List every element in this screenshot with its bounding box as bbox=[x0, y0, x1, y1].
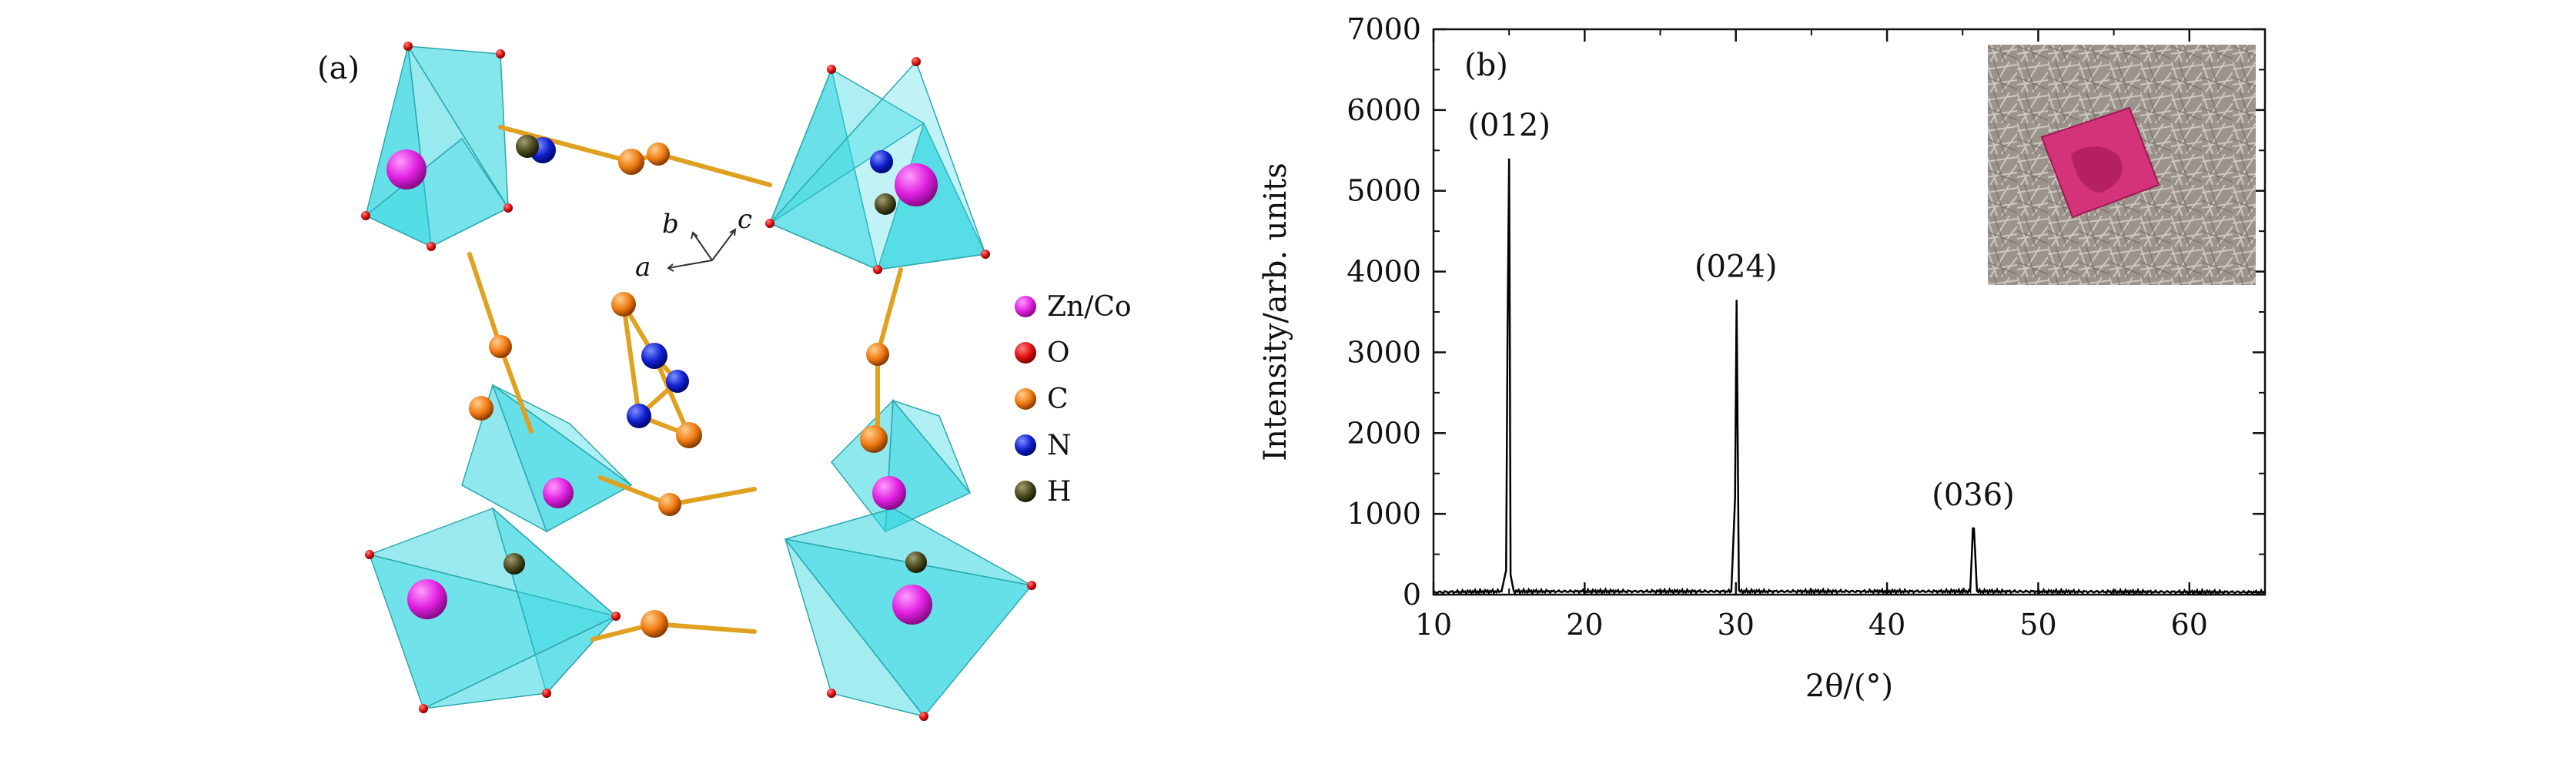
legend-swatch-h bbox=[1015, 481, 1036, 502]
peak-label: (012) bbox=[1467, 108, 1551, 143]
xrd-chart: 0 1000 2000 3000 4000 5000 6000 7000 10 20 30 40 50… bbox=[1258, 12, 2267, 704]
zn-co-atoms bbox=[386, 149, 938, 625]
axis-indicator bbox=[667, 228, 737, 272]
legend-label-o: O bbox=[1047, 337, 1070, 369]
x-axis-ticks: 10 20 30 40 50 60 bbox=[1415, 29, 2208, 642]
x-tick-label: 50 bbox=[2019, 608, 2056, 642]
legend-label-h: H bbox=[1047, 476, 1071, 508]
x-tick-label: 20 bbox=[1566, 608, 1603, 642]
crystal-structure-figure: (a) bbox=[317, 42, 1132, 721]
y-tick-label: 0 bbox=[1403, 578, 1421, 612]
n-atoms bbox=[530, 137, 893, 428]
y-tick-label: 4000 bbox=[1347, 255, 1421, 289]
xrd-series-line bbox=[1433, 158, 2266, 597]
octahedron-top-left bbox=[364, 45, 510, 248]
legend-swatch-o bbox=[1015, 342, 1036, 364]
c-atoms bbox=[469, 142, 889, 638]
x-axis-title: 2θ/(°) bbox=[1805, 669, 1893, 704]
peak-labels: (012) (024) (036) bbox=[1467, 108, 2014, 513]
legend-label-c: C bbox=[1047, 384, 1069, 415]
x-tick-label: 10 bbox=[1415, 608, 1452, 642]
y-tick-label: 2000 bbox=[1347, 416, 1421, 450]
x-tick-label: 60 bbox=[2171, 608, 2208, 642]
panel-a-label: (a) bbox=[317, 51, 360, 86]
peak-label: (024) bbox=[1694, 249, 1778, 284]
y-tick-label: 1000 bbox=[1347, 497, 1421, 531]
y-tick-label: 3000 bbox=[1347, 335, 1421, 369]
axis-b-label: b bbox=[662, 209, 679, 240]
y-tick-label: 5000 bbox=[1347, 174, 1421, 208]
plot-frame bbox=[1432, 28, 2267, 596]
octahedron-bottom-left bbox=[367, 506, 618, 710]
atom-legend: Zn/Co O C N H bbox=[1015, 291, 1132, 508]
xrd-chart-panel: 0 1000 2000 3000 4000 5000 6000 7000 10 20 30 40 50… bbox=[1247, 0, 2294, 758]
legend-label-n: N bbox=[1047, 430, 1072, 461]
h-atoms bbox=[503, 135, 927, 575]
legend-swatch-c bbox=[1015, 388, 1036, 410]
legend-swatch-zn-co bbox=[1015, 296, 1036, 317]
axis-c-label: c bbox=[738, 204, 752, 235]
x-tick-label: 30 bbox=[1718, 608, 1755, 642]
legend-swatch-n bbox=[1015, 434, 1036, 456]
octahedron-bottom-right bbox=[784, 508, 1033, 718]
peak-label: (036) bbox=[1932, 478, 2015, 513]
bonds bbox=[467, 125, 903, 642]
legend-label-zn-co: Zn/Co bbox=[1047, 291, 1132, 323]
axis-a-label: a bbox=[635, 252, 651, 283]
y-axis-title: Intensity/arb. units bbox=[1258, 163, 1293, 461]
crystal-structure-panel: (a) bbox=[293, 31, 1201, 739]
inset-photo bbox=[1988, 45, 2256, 285]
octahedron-mid-right bbox=[831, 399, 972, 534]
y-tick-label: 6000 bbox=[1347, 93, 1421, 127]
panel-b-label: (b) bbox=[1464, 48, 1508, 83]
x-tick-label: 40 bbox=[1868, 608, 1905, 642]
y-tick-label: 7000 bbox=[1347, 12, 1421, 46]
o-atoms bbox=[361, 42, 1036, 721]
